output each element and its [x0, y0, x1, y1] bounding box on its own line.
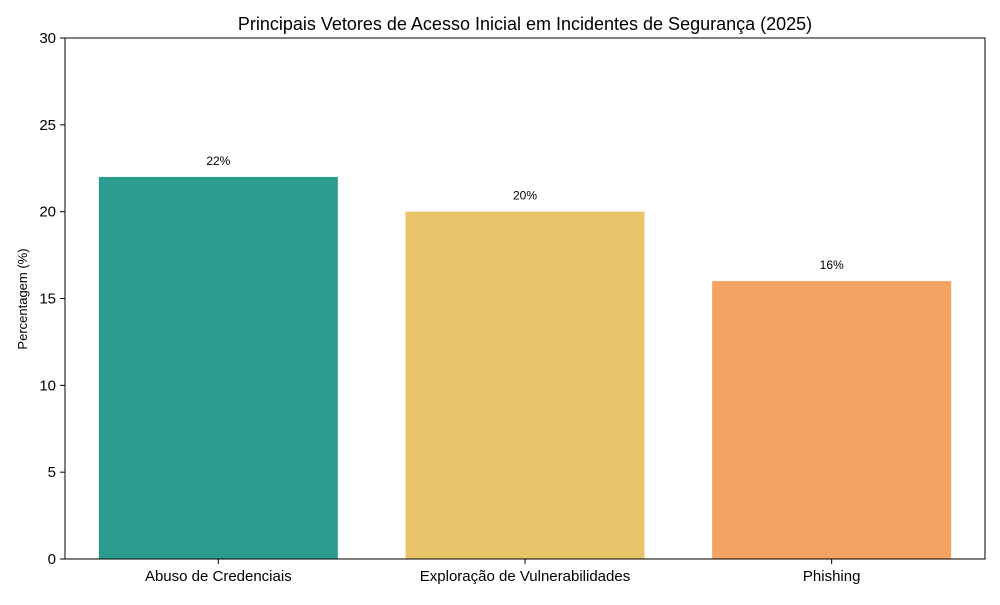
y-tick-label-0: 0: [48, 551, 56, 568]
y-tick-label-25: 25: [39, 117, 56, 134]
data-label-2: 20%: [513, 189, 537, 203]
y-tick-label-10: 10: [39, 377, 56, 394]
bar-1: [98, 176, 338, 559]
data-label-1: 22%: [206, 154, 230, 168]
plot-frame: [64, 37, 986, 560]
bar-2: [405, 211, 645, 559]
data-label-3: 16%: [820, 258, 844, 272]
y-tick-label-5: 5: [48, 464, 56, 481]
y-tick-label-15: 15: [39, 291, 56, 308]
x-tick-label-2: Exploração de Vulnerabilidades: [420, 568, 630, 585]
y-tick-label-30: 30: [39, 30, 56, 47]
plot-area: 22% Abuso de Credenciais 20% Exploração de …: [39, 30, 986, 585]
y-tick-label-20: 20: [39, 204, 56, 221]
chart-title: Principais Vetores de Acesso Inicial em …: [238, 14, 812, 34]
y-axis-title: Percentagem (%): [15, 248, 30, 349]
x-tick-label-1: Abuso de Credenciais: [145, 568, 292, 585]
x-tick-label-3: Phishing: [803, 568, 861, 585]
bar-3: [712, 281, 952, 559]
